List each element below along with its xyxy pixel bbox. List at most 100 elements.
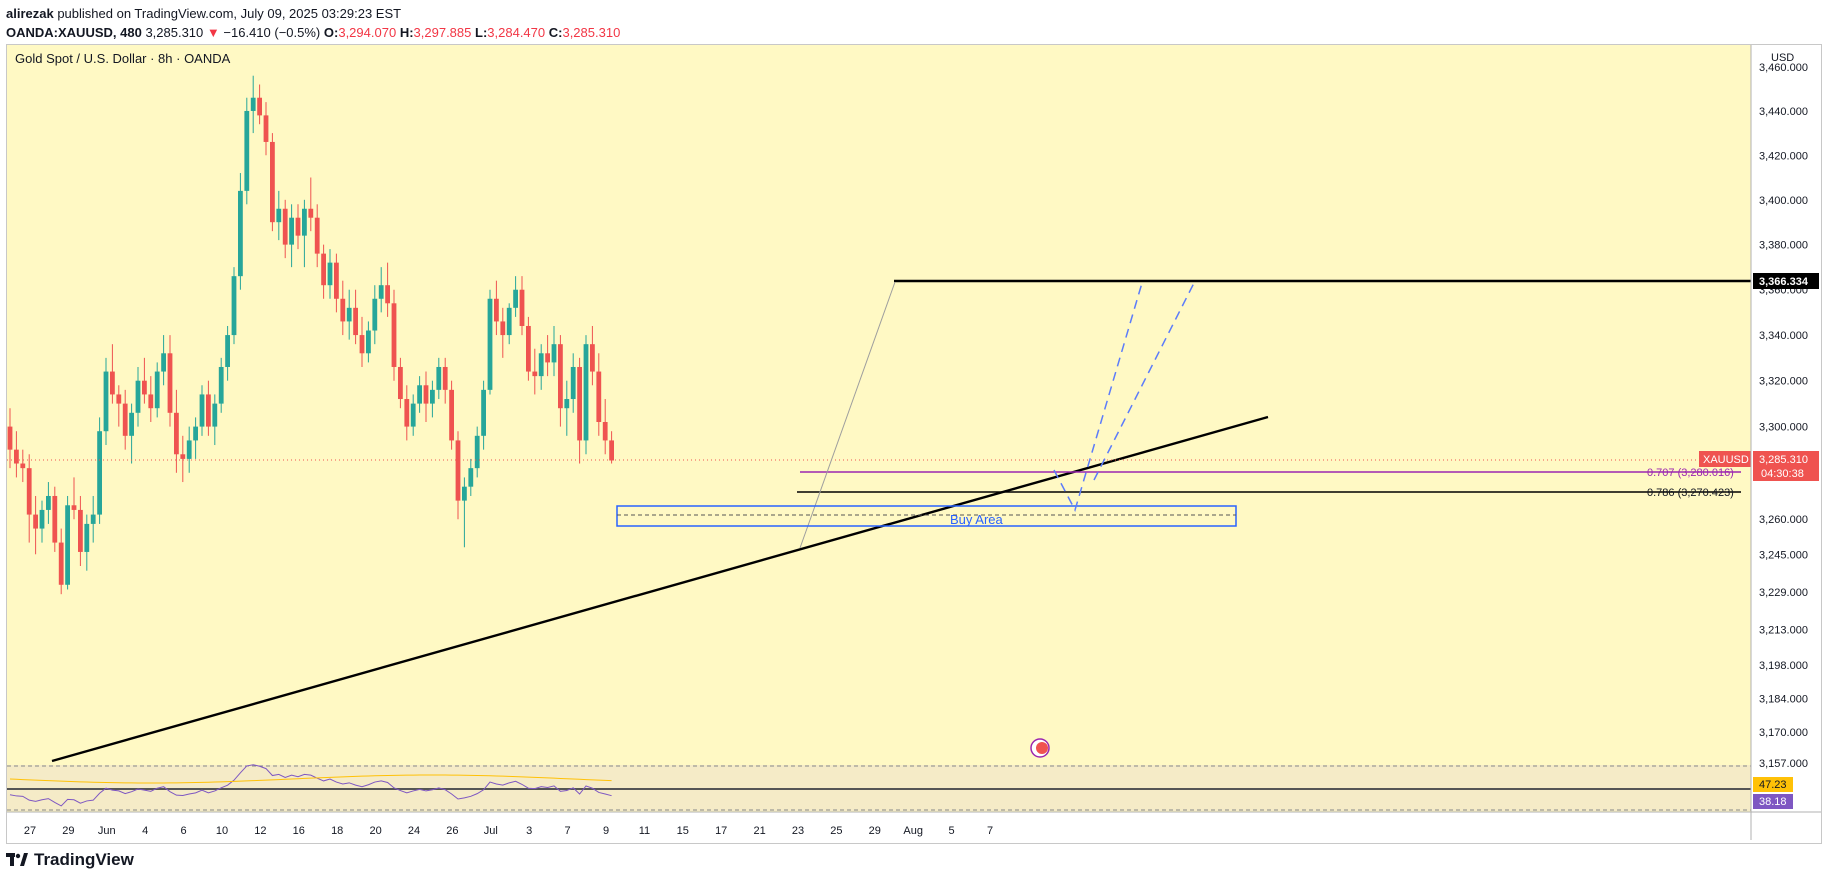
- publish-line: alirezak published on TradingView.com, J…: [6, 4, 620, 23]
- candle-body: [263, 115, 269, 142]
- candle-body: [270, 141, 275, 223]
- candle-body: [442, 366, 448, 390]
- time-tick-label: 25: [830, 825, 842, 837]
- time-tick-label: 27: [24, 825, 36, 837]
- author-name[interactable]: alirezak: [6, 6, 54, 21]
- price-tick-label: 3,198.000: [1759, 660, 1808, 672]
- candle-body: [212, 403, 218, 427]
- currency-label: USD: [1771, 52, 1794, 64]
- ohlc-line: OANDA:XAUUSD, 480 3,285.310 ▼ −16.410 (−…: [6, 23, 620, 42]
- candle-body: [417, 385, 422, 404]
- candle-body: [481, 389, 486, 436]
- fib-0786-label: 0.786 (3,270.423): [1647, 487, 1734, 499]
- time-tick-label: 12: [254, 825, 266, 837]
- candle-body: [564, 399, 570, 409]
- candle-body: [385, 285, 390, 304]
- candle-body: [103, 371, 109, 432]
- candle-body: [52, 495, 58, 543]
- candle-body: [462, 486, 467, 501]
- candle-body: [122, 403, 128, 436]
- high-value: 3,297.885: [413, 25, 472, 40]
- time-tick-label: 26: [446, 825, 458, 837]
- candle-body: [545, 353, 550, 363]
- candle-body: [532, 371, 538, 377]
- candle-body: [314, 217, 320, 254]
- symbol-tag: [1699, 451, 1751, 467]
- tradingview-logo-icon: [6, 853, 28, 866]
- candle-body: [340, 298, 346, 322]
- price-axis[interactable]: 3,157.000 3,170.000 3,184.000 3,198.000 3,21…: [1759, 52, 1808, 770]
- candle-body: [321, 253, 326, 286]
- candle-body: [423, 385, 429, 404]
- open-value: 3,294.070: [338, 25, 397, 40]
- candle-body: [46, 495, 51, 510]
- rsi-pane: [7, 764, 1751, 811]
- candle-body: [186, 440, 192, 459]
- candle-body: [372, 298, 378, 331]
- price-tick-label: 3,320.000: [1759, 376, 1808, 388]
- rsi-tag-label: 47.23: [1759, 779, 1787, 791]
- price-change: −16.410 (−0.5%): [223, 25, 321, 40]
- candle-body: [519, 289, 525, 326]
- buy-area-label: Buy Area: [950, 512, 1004, 527]
- candle-body: [295, 217, 301, 236]
- candle-body: [551, 344, 557, 363]
- candle-body: [353, 307, 358, 336]
- axis-labels-layer: 3,366.334 XAUUSD 3,285.310 04:30:38 47.23 38.…: [1699, 273, 1819, 809]
- candle-body: [20, 463, 26, 469]
- price-tick-label: 3,340.000: [1759, 330, 1808, 342]
- candle-body: [244, 110, 250, 191]
- brand-name[interactable]: TradingView: [34, 850, 134, 869]
- candle-body: [455, 440, 461, 501]
- candle-body: [206, 394, 211, 427]
- close-label: C:: [548, 25, 563, 40]
- price-tick-label: 3,184.000: [1759, 693, 1808, 705]
- candle-body: [84, 523, 90, 552]
- current-price-value: 3,285.310: [1759, 454, 1808, 466]
- candle-body: [577, 366, 582, 441]
- footer-brand: TradingView: [6, 850, 134, 870]
- time-axis[interactable]: 27 29 Jun 4 6 10 12 16 18 20 24 26 Jul 3 7 9 11 15 17 21 23 2…: [24, 825, 993, 837]
- time-tick-label: Jul: [484, 825, 498, 837]
- rsi-ma-tag: [1753, 794, 1793, 809]
- time-tick-label: 6: [181, 825, 187, 837]
- symbol-tag-label: XAUUSD: [1703, 454, 1749, 466]
- candle-body: [538, 353, 544, 377]
- resistance-tag-label: 3,366.334: [1759, 276, 1809, 288]
- time-tick-label: 15: [677, 825, 689, 837]
- candle-body: [193, 426, 198, 441]
- candle-body: [110, 371, 115, 395]
- candle-body: [449, 389, 454, 441]
- price-countdown: 04:30:38: [1761, 468, 1804, 480]
- candle-body: [302, 208, 307, 236]
- price-axis-background: [1751, 45, 1821, 812]
- price-tick-label: 3,229.000: [1759, 587, 1808, 599]
- candle-body: [500, 321, 506, 336]
- time-tick-label: Aug: [903, 825, 923, 837]
- candle-body: [257, 97, 262, 116]
- time-tick-label: 29: [62, 825, 74, 837]
- candle-body: [26, 468, 32, 515]
- candle-body: [468, 468, 474, 487]
- low-value: 3,284.470: [487, 25, 546, 40]
- ascending-trendline: [51, 415, 1269, 763]
- projection-line: [799, 281, 896, 549]
- candle-body: [430, 389, 435, 404]
- candle-body: [161, 353, 166, 372]
- price-tick-label: 3,170.000: [1759, 727, 1808, 739]
- candle-body: [154, 371, 160, 409]
- candle-body: [398, 366, 403, 400]
- candle-body: [609, 440, 614, 461]
- last-price: 3,285.310: [145, 25, 204, 40]
- candle-body: [231, 276, 237, 336]
- candle-body: [282, 208, 288, 245]
- time-tick-label: 10: [216, 825, 228, 837]
- candle-body: [583, 344, 589, 441]
- fib-0707-label: 0.707 (3,280.016): [1647, 467, 1734, 479]
- candle-body: [148, 394, 154, 409]
- chart-title: Gold Spot / U.S. Dollar · 8h · OANDA: [15, 51, 231, 66]
- price-tick-label: 3,400.000: [1759, 195, 1808, 207]
- buy-area-box: [616, 505, 1237, 527]
- resistance-tag: [1753, 273, 1819, 289]
